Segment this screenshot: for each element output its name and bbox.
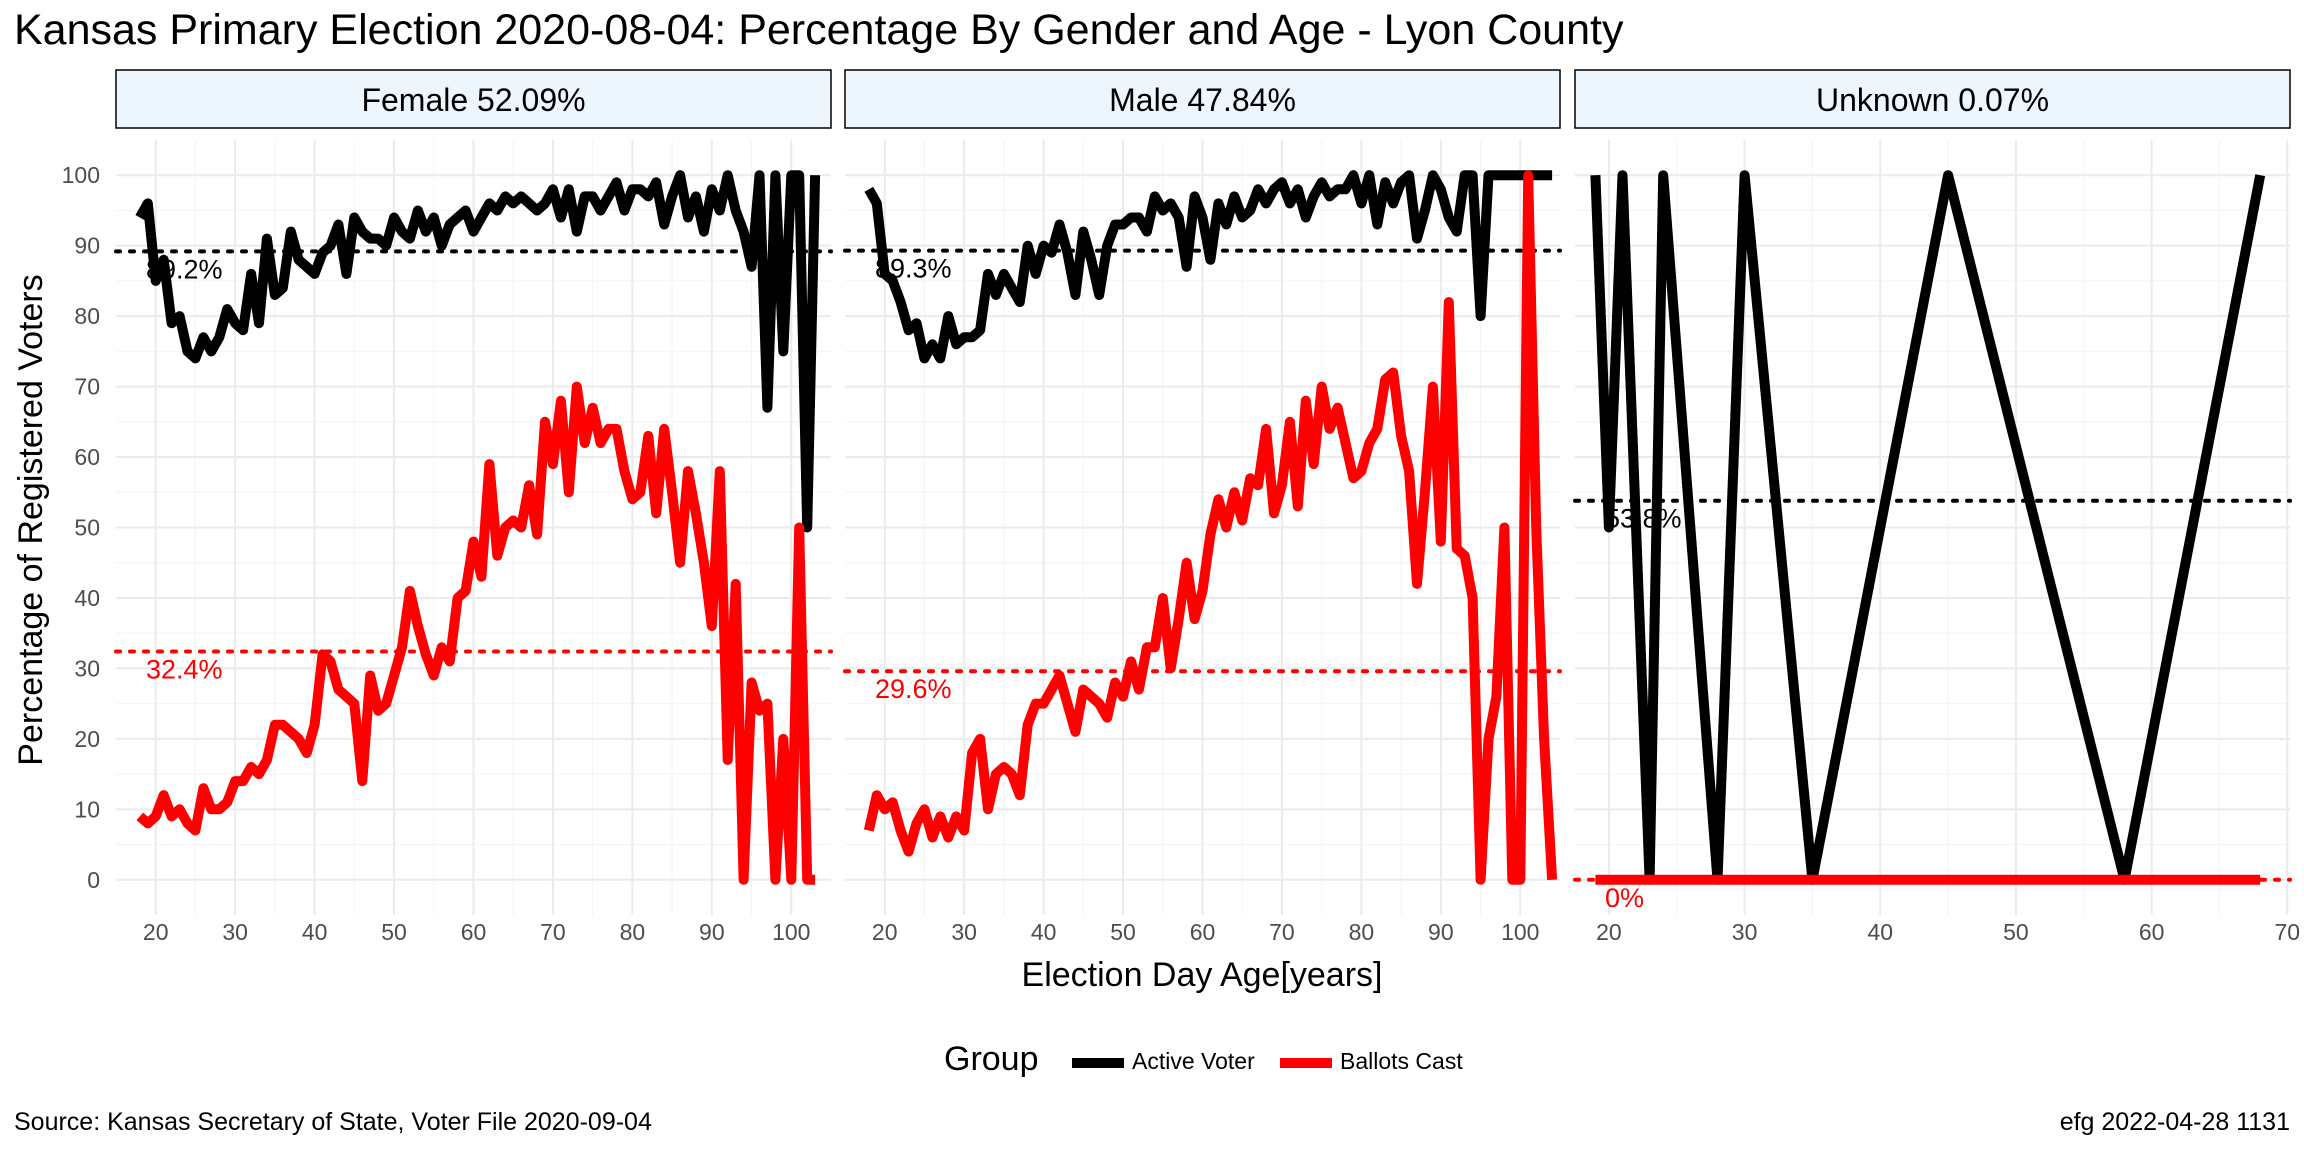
x-tick-label: 100 [772,919,810,945]
legend-label-ballots-cast: Ballots Cast [1340,1048,1463,1074]
y-tick-label: 40 [74,585,100,611]
y-tick-label: 90 [74,233,100,259]
x-tick-label: 60 [2139,919,2165,945]
series-line-ballots-cast [863,170,1558,885]
legend-title: Group [944,1040,1039,1078]
x-tick-label: 90 [1428,919,1454,945]
x-tick-label: 60 [1190,919,1216,945]
panel-0: Female 52.09% 20 30 40 50 60 70 80 90 100 0 10 20 30 4… [62,69,833,945]
x-tick-label: 80 [1349,919,1375,945]
facet-strip [844,69,1561,129]
x-tick-label: 30 [951,919,977,945]
facet-strip-label: Unknown 0.07% [1816,82,2049,118]
y-tick-label: 100 [62,162,100,188]
x-tick-label: 30 [222,919,248,945]
x-tick-label: 100 [1501,919,1539,945]
y-tick-label: 60 [74,444,100,470]
legend-key-ballots-cast [1280,1058,1332,1068]
x-tick-label: 40 [1031,919,1057,945]
y-tick-label: 0 [87,867,100,893]
x-tick-label: 70 [1269,919,1295,945]
x-tick-label: 40 [1867,919,1893,945]
x-tick-label: 60 [461,919,487,945]
legend-key-active-voter [1072,1058,1124,1068]
y-tick-label: 20 [74,726,100,752]
reference-label: 32.4% [146,655,223,685]
y-tick-label: 80 [74,303,100,329]
facet-strip-label: Male 47.84% [1109,82,1296,118]
series-line-ballots-cast [136,381,816,885]
facet-strip [1574,69,2291,129]
facet-strip-label: Female 52.09% [361,82,585,118]
legend-label-active-voter: Active Voter [1132,1048,1255,1074]
x-tick-label: 30 [1732,919,1758,945]
y-axis-title: Percentage of Registered Voters [12,274,50,765]
y-tick-label: 70 [74,374,100,400]
timestamp-note: efg 2022-04-28 1131 [2059,1108,2290,1136]
y-tick-label: 50 [74,515,100,541]
x-tick-label: 70 [2274,919,2300,945]
x-tick-label: 40 [302,919,328,945]
x-axis-title: Election Day Age[years] [1022,956,1383,994]
x-tick-label: 50 [2003,919,2029,945]
x-tick-label: 80 [620,919,646,945]
x-tick-label: 20 [143,919,169,945]
panel-2: Unknown 0.07% 20 30 40 50 60 70 53.8% 0% [1573,69,2300,945]
series-line-active-voter [864,170,1553,364]
x-tick-label: 50 [381,919,407,945]
x-tick-label: 70 [540,919,566,945]
x-tick-label: 20 [1596,919,1622,945]
reference-label: 0% [1605,883,1644,913]
source-note: Source: Kansas Secretary of State, Voter… [14,1108,652,1136]
series-line-active-voter [135,170,821,533]
reference-label: 53.8% [1605,504,1682,534]
facet-strip [115,69,832,129]
x-tick-label: 20 [872,919,898,945]
x-tick-label: 90 [699,919,725,945]
chart-title: Kansas Primary Election 2020-08-04: Perc… [14,6,1624,54]
x-tick-label: 50 [1110,919,1136,945]
reference-label: 29.6% [875,674,952,704]
y-tick-label: 30 [74,655,100,681]
y-tick-label: 10 [74,796,100,822]
